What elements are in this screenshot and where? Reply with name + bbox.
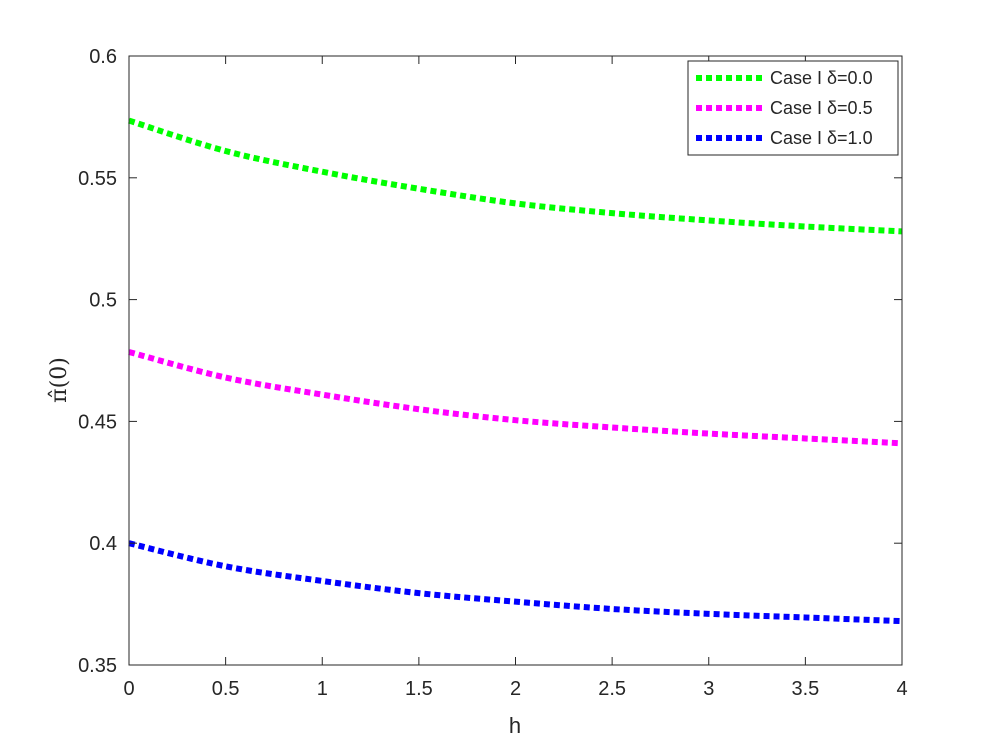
x-tick-label: 1.5: [405, 678, 433, 700]
y-tick-label: 0.6: [89, 46, 117, 68]
series-layer: [128, 117, 903, 625]
series-line-0: [128, 117, 903, 235]
legend-label-1: Case I δ=0.5: [770, 98, 873, 118]
x-tick-label: 0: [123, 678, 134, 700]
x-axis-label: h: [509, 713, 521, 738]
x-tick-label: 2.5: [598, 678, 626, 700]
y-tick-label: 0.35: [78, 655, 117, 677]
x-tick-label: 1: [317, 678, 328, 700]
series-line-2: [128, 540, 903, 625]
x-tick-label: 3: [703, 678, 714, 700]
y-axis-label: π̂(0): [47, 357, 72, 403]
legend-label-2: Case I δ=1.0: [770, 128, 873, 148]
y-tick-label: 0.45: [78, 411, 117, 433]
x-tick-label: 4: [896, 678, 907, 700]
legend: Case I δ=0.0 Case I δ=0.5 Case I δ=1.0: [687, 60, 899, 156]
x-tick-label: 0.5: [212, 678, 240, 700]
legend-label-0: Case I δ=0.0: [770, 68, 873, 88]
y-tick-label: 0.4: [89, 533, 117, 555]
ticks-layer: 0 0.5 1 1.5 2 2.5 3 3.5 4 0.35 0.4 0.45 0.5 0.55 0.6: [78, 46, 908, 700]
legend-box: [687, 60, 899, 156]
x-tick-label: 2: [510, 678, 521, 700]
x-tick-label: 3.5: [791, 678, 819, 700]
y-tick-label: 0.5: [89, 290, 117, 312]
y-tick-label: 0.55: [78, 168, 117, 190]
series-line-1: [128, 349, 903, 447]
